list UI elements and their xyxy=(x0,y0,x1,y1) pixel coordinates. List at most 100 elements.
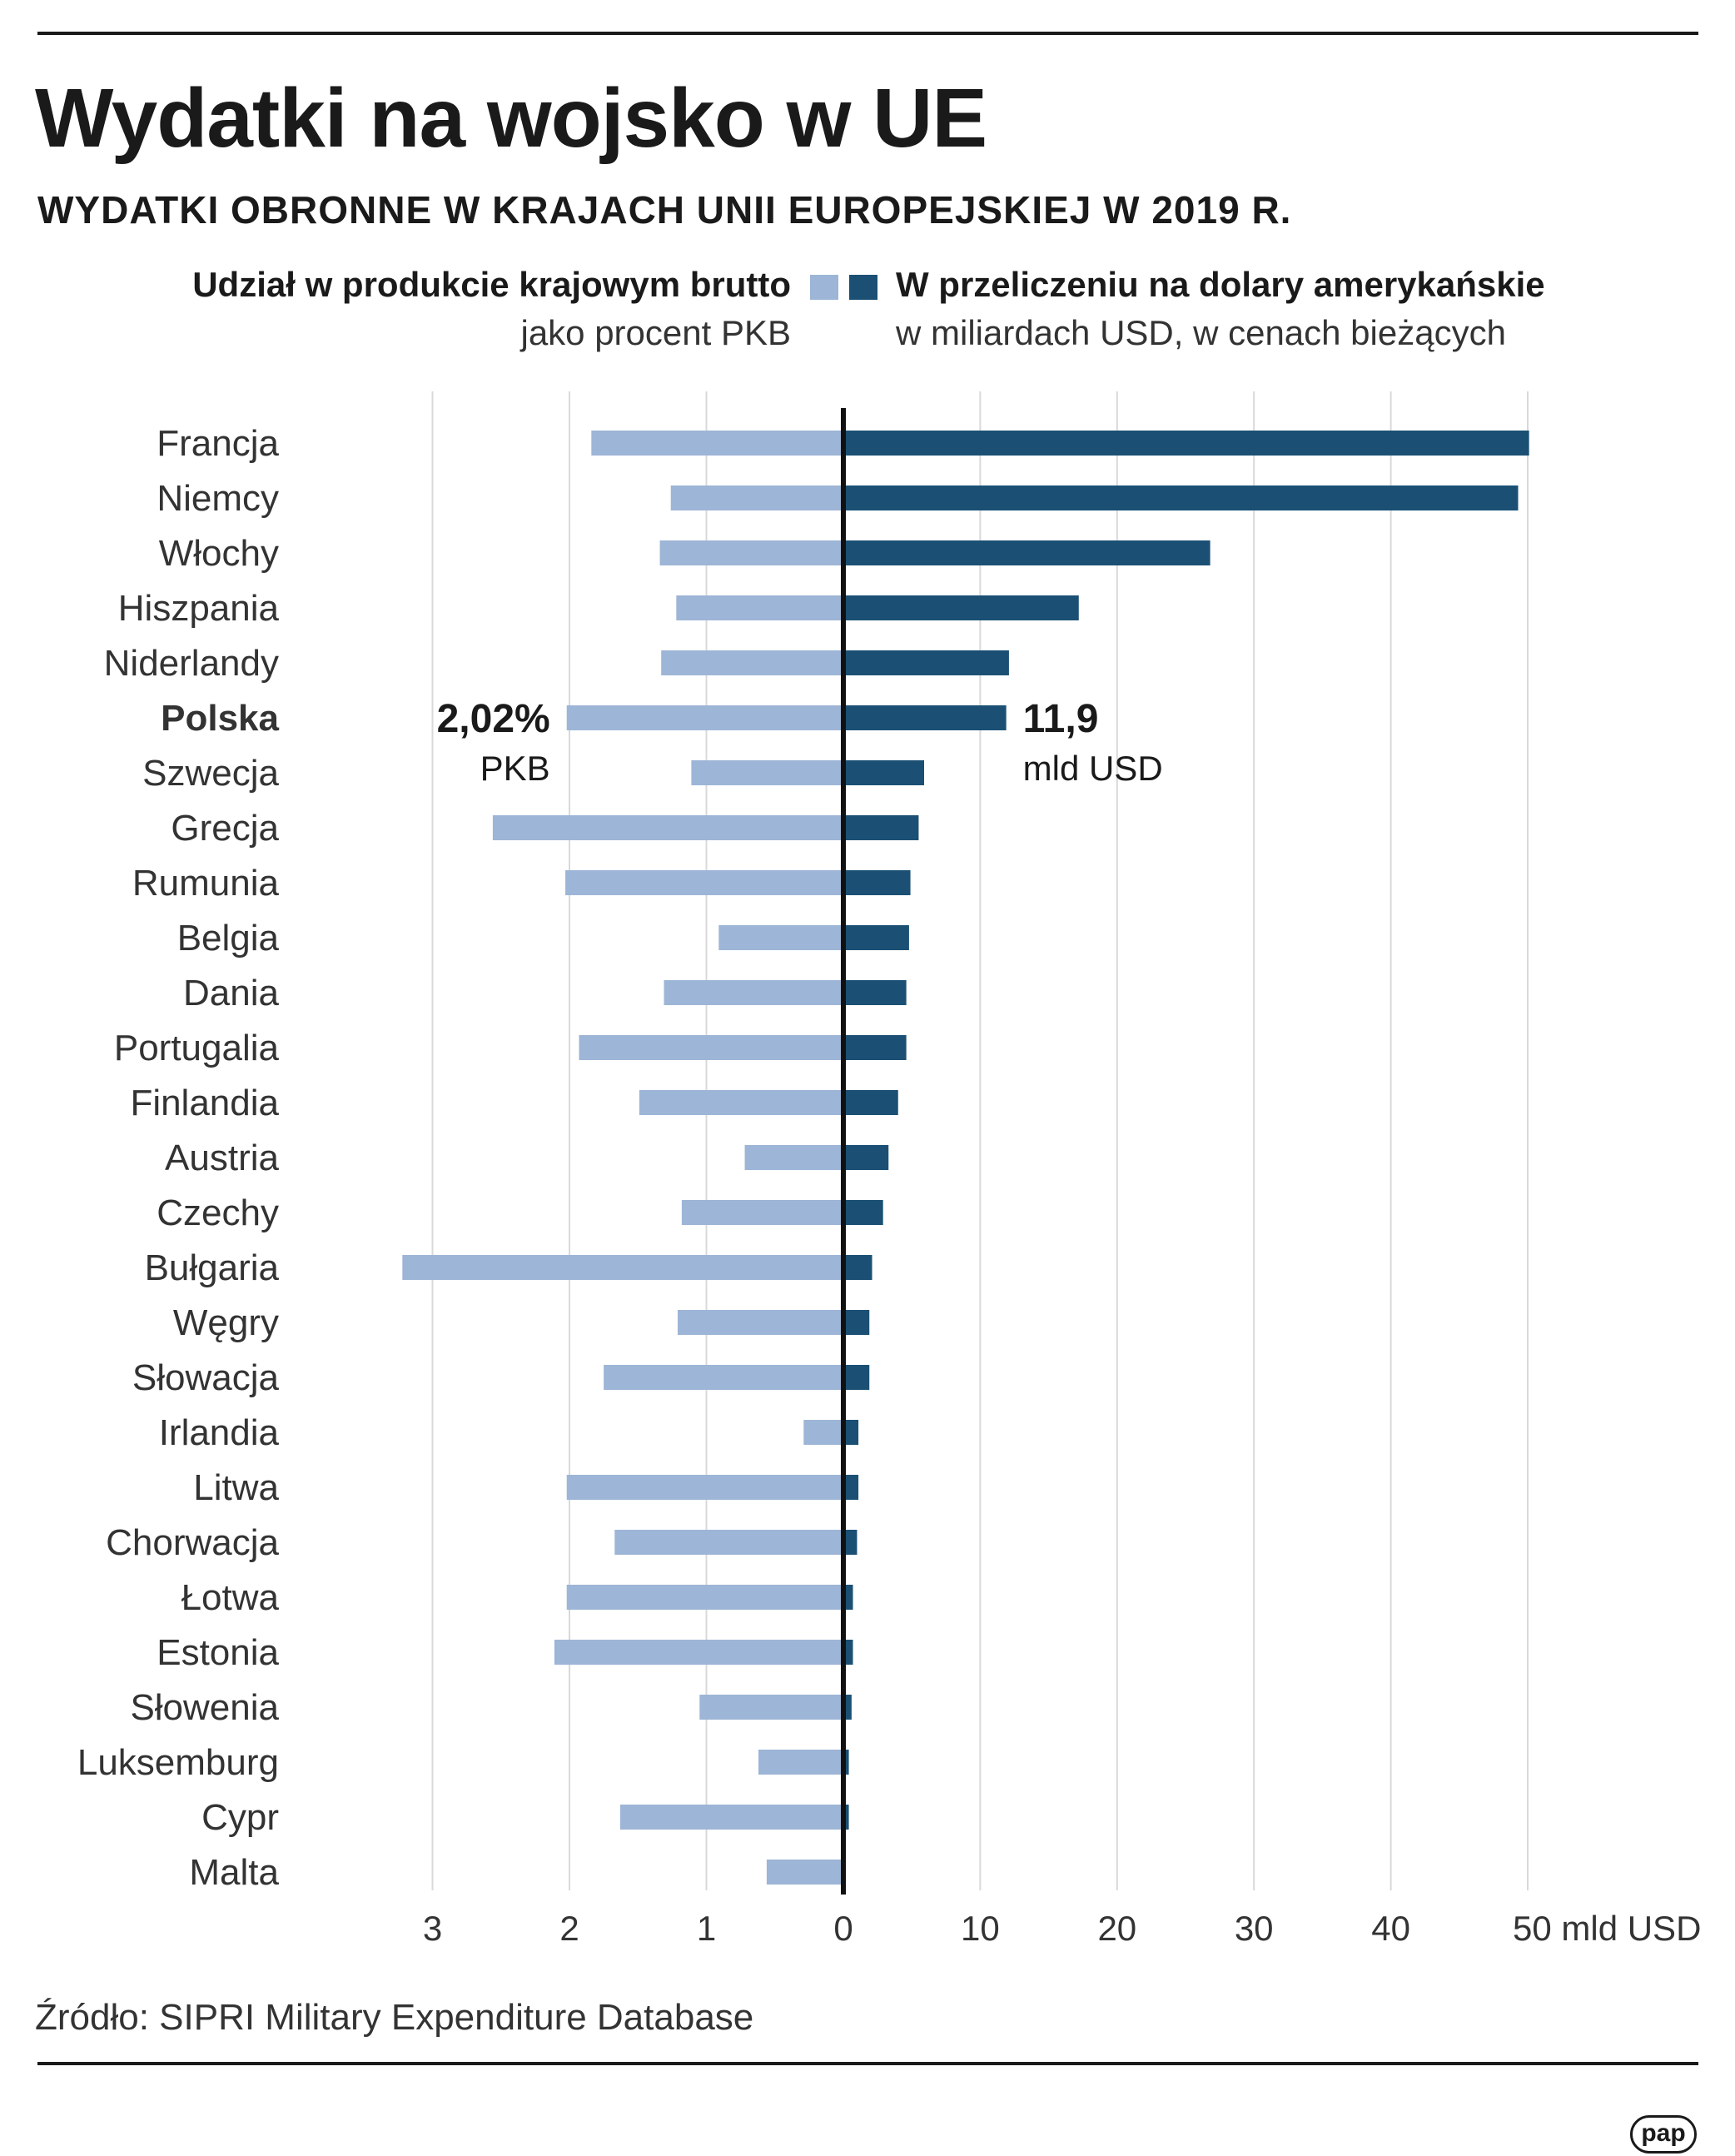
pap-logo: pap xyxy=(1630,2115,1697,2154)
bar-gdp xyxy=(565,870,843,895)
bar-gdp xyxy=(566,705,843,730)
bar-gdp xyxy=(699,1695,843,1720)
bar-usd xyxy=(843,1420,859,1445)
category-label: Hiszpania xyxy=(118,588,280,629)
highlight-gdp-unit: PKB xyxy=(480,749,550,788)
bar-gdp xyxy=(758,1750,843,1775)
category-label: Czechy xyxy=(157,1193,279,1233)
bar-usd xyxy=(843,1695,852,1720)
category-label: Litwa xyxy=(193,1467,279,1508)
category-label: Estonia xyxy=(157,1632,279,1673)
category-label: Irlandia xyxy=(159,1412,280,1453)
bar-usd xyxy=(843,760,924,785)
bar-usd xyxy=(843,925,909,950)
bar-usd xyxy=(843,1090,898,1115)
bar-gdp xyxy=(803,1420,843,1445)
bar-usd xyxy=(843,980,907,1005)
bar-gdp xyxy=(676,595,843,620)
category-label: Niderlandy xyxy=(104,643,279,684)
bar-usd xyxy=(843,1145,889,1170)
tick-label-usd: 40 xyxy=(1371,1909,1410,1948)
highlight-gdp-value: 2,02% xyxy=(437,697,550,741)
bar-gdp xyxy=(718,925,843,950)
bar-usd xyxy=(843,540,1211,565)
bar-gdp xyxy=(566,1585,843,1610)
legend-gdp-title: Udział w produkcie krajowym brutto xyxy=(192,265,791,304)
category-label: Cypr xyxy=(201,1797,279,1838)
category-label: Finlandia xyxy=(130,1083,279,1123)
bar-gdp xyxy=(639,1090,843,1115)
category-label: Belgia xyxy=(177,918,280,958)
bar-gdp xyxy=(566,1475,843,1500)
bar-usd xyxy=(843,1750,849,1775)
legend-gdp-swatch xyxy=(810,275,838,300)
tick-label-usd: 30 xyxy=(1235,1909,1274,1948)
category-labels: Francja Niemcy Włochy Hiszpania Niderlandy Po… xyxy=(77,423,280,1893)
tick-label-gdp: 1 xyxy=(697,1909,716,1948)
bar-usd xyxy=(843,815,919,840)
bar-gdp xyxy=(664,980,843,1005)
bar-gdp xyxy=(492,815,843,840)
category-label: Grecja xyxy=(171,808,279,849)
category-label: Dania xyxy=(183,973,279,1013)
bar-usd xyxy=(843,1310,870,1335)
bar-usd xyxy=(843,1475,859,1500)
bar-usd xyxy=(843,1585,853,1610)
axis-tick-labels: 3 2 1 0 10 20 30 40 50 mld USD xyxy=(423,1909,1702,1948)
category-label: Austria xyxy=(165,1138,279,1178)
bottom-rule xyxy=(37,2062,1698,2065)
bar-gdp xyxy=(744,1145,843,1170)
tick-label-usd: 10 xyxy=(961,1909,1000,1948)
category-label: Niemcy xyxy=(157,478,279,519)
bars xyxy=(402,431,1529,1885)
category-label: Chorwacja xyxy=(106,1522,279,1563)
category-label: Włochy xyxy=(159,533,279,574)
category-label: Polska xyxy=(161,698,279,739)
category-label: Bułgaria xyxy=(145,1247,280,1288)
category-label: Rumunia xyxy=(132,863,280,904)
bar-usd xyxy=(843,1530,858,1555)
bar-usd xyxy=(843,1805,849,1830)
bar-gdp xyxy=(579,1035,843,1060)
highlight-usd-value: 11,9 xyxy=(1023,697,1099,741)
legend-usd-swatch xyxy=(849,275,877,300)
bar-gdp xyxy=(591,431,843,456)
bar-gdp xyxy=(661,650,843,675)
bar-gdp xyxy=(554,1640,843,1665)
bar-gdp xyxy=(604,1365,843,1390)
tick-label-usd: 20 xyxy=(1097,1909,1136,1948)
category-label: Luksemburg xyxy=(77,1742,279,1783)
bar-gdp xyxy=(677,1310,843,1335)
bar-gdp xyxy=(659,540,843,565)
bar-usd xyxy=(843,650,1009,675)
highlight-annotations: 2,02% PKB 11,9 mld USD xyxy=(437,697,1163,788)
legend-usd-title: W przeliczeniu na dolary amerykańskie xyxy=(896,265,1545,304)
tick-label-gdp: 3 xyxy=(423,1909,442,1948)
bar-usd xyxy=(843,1255,872,1280)
bar-gdp xyxy=(681,1200,843,1225)
bar-gdp xyxy=(614,1530,843,1555)
category-label: Słowenia xyxy=(130,1687,279,1728)
bar-gdp xyxy=(402,1255,843,1280)
bar-usd xyxy=(843,870,911,895)
bar-usd xyxy=(843,1200,883,1225)
category-label: Francja xyxy=(157,423,279,464)
bar-usd xyxy=(843,1035,907,1060)
bar-usd xyxy=(843,705,1007,730)
legend-gdp-subtitle: jako procent PKB xyxy=(520,313,791,352)
bar-usd xyxy=(843,595,1079,620)
bar-usd xyxy=(843,431,1529,456)
legend-usd-subtitle: w miliardach USD, w cenach bieżących xyxy=(896,313,1506,352)
tick-label-gdp: 2 xyxy=(559,1909,579,1948)
top-rule xyxy=(37,32,1698,35)
bar-gdp xyxy=(670,485,843,510)
category-label: Łotwa xyxy=(181,1577,280,1618)
chart-subtitle: WYDATKI OBRONNE W KRAJACH UNII EUROPEJSK… xyxy=(37,188,1292,232)
category-label: Słowacja xyxy=(132,1357,280,1398)
category-label: Malta xyxy=(189,1852,279,1893)
bar-gdp xyxy=(766,1860,843,1885)
tick-label-gdp: 0 xyxy=(833,1909,853,1948)
category-label: Węgry xyxy=(173,1302,279,1343)
bar-usd xyxy=(843,1640,853,1665)
butterfly-bar-chart: Francja Niemcy Włochy Hiszpania Niderlandy Po… xyxy=(77,391,1702,1948)
